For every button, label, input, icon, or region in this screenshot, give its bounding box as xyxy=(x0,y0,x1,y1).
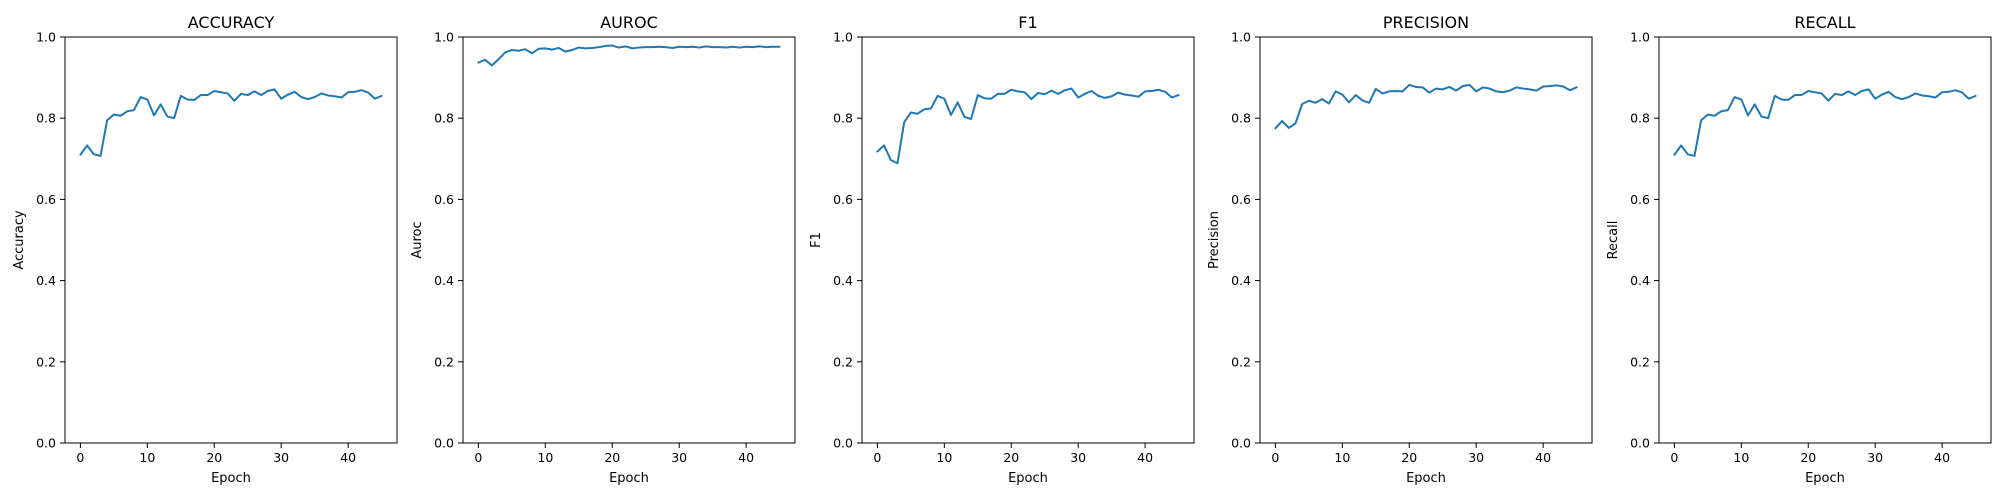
y-tick-label: 0.0 xyxy=(1630,436,1650,451)
x-tick-label: 30 xyxy=(273,450,289,465)
y-tick-label: 1.0 xyxy=(1630,30,1650,45)
chart-title-f1: F1 xyxy=(1018,13,1037,32)
x-tick-label: 10 xyxy=(1334,450,1350,465)
x-axis-label-recall: Epoch xyxy=(1805,471,1845,486)
series-line-precision xyxy=(1274,83,1578,130)
x-tick-label: 40 xyxy=(738,450,754,465)
y-tick-label: 1.0 xyxy=(434,30,454,45)
y-tick-label: 0.8 xyxy=(1231,111,1251,126)
y-axis-label-recall: Recall xyxy=(1606,221,1621,260)
x-tick-label: 30 xyxy=(1867,450,1883,465)
x-tick-label: 10 xyxy=(139,450,155,465)
x-tick-label: 20 xyxy=(1003,450,1019,465)
subplot-f1: 0 10 20 30 40 0.0 0.2 0.4 0.6 0.8 1.0 F1 Epoch F1 xyxy=(809,13,1195,486)
subplot-recall: 0 10 20 30 40 0.0 0.2 0.4 0.6 0.8 1.0 RECALL Epoch Re… xyxy=(1606,13,1992,486)
x-tick-label: 10 xyxy=(936,450,952,465)
y-tick-label: 0.6 xyxy=(1630,192,1650,207)
series-line-auroc xyxy=(477,44,781,67)
y-tick-label: 0.6 xyxy=(1231,192,1251,207)
y-tick-label: 0.4 xyxy=(833,273,853,288)
x-tick-label: 0 xyxy=(1670,450,1678,465)
y-tick-label: 0.8 xyxy=(833,111,853,126)
axes-frame-recall xyxy=(1658,36,1992,444)
y-tick-label: 0.8 xyxy=(36,111,56,126)
axes-frame-auroc xyxy=(462,36,796,444)
series-line-accuracy xyxy=(79,88,383,157)
y-tick-label: 0.6 xyxy=(833,192,853,207)
x-axis-label-accuracy: Epoch xyxy=(211,471,251,486)
x-tick-label: 20 xyxy=(206,450,222,465)
chart-title-recall: RECALL xyxy=(1794,13,1855,32)
y-axis-label-f1: F1 xyxy=(809,232,824,248)
x-tick-label: 30 xyxy=(671,450,687,465)
subplot-auroc: 0 10 20 30 40 0.0 0.2 0.4 0.6 0.8 1.0 AUROC Epoch Aur… xyxy=(410,13,796,486)
x-tick-label: 0 xyxy=(474,450,482,465)
chart-title-accuracy: ACCURACY xyxy=(188,13,275,32)
x-tick-label: 0 xyxy=(1271,450,1279,465)
subplot-accuracy: 0 10 20 30 40 0.0 0.2 0.4 0.6 0.8 1.0 ACCURACY Epoch… xyxy=(12,13,398,486)
y-axis-label-auroc: Auroc xyxy=(410,221,425,258)
x-axis-label-auroc: Epoch xyxy=(609,471,649,486)
subplot-precision: 0 10 20 30 40 0.0 0.2 0.4 0.6 0.8 1.0 PRECISION Epoc… xyxy=(1207,13,1593,486)
axes-frame-accuracy xyxy=(64,36,398,444)
y-tick-label: 0.4 xyxy=(36,273,56,288)
series-line-f1 xyxy=(876,87,1180,165)
axes-frame-precision xyxy=(1259,36,1593,444)
y-tick-label: 0.6 xyxy=(36,192,56,207)
axes-frame-f1 xyxy=(861,36,1195,444)
x-tick-label: 0 xyxy=(76,450,84,465)
y-tick-label: 0.4 xyxy=(1630,273,1650,288)
x-tick-label: 0 xyxy=(873,450,881,465)
series-line-recall xyxy=(1673,88,1977,157)
y-tick-label: 0.0 xyxy=(833,436,853,451)
y-tick-label: 0.4 xyxy=(434,273,454,288)
y-tick-label: 0.8 xyxy=(1630,111,1650,126)
y-tick-label: 1.0 xyxy=(36,30,56,45)
y-tick-label: 0.2 xyxy=(1231,354,1251,369)
y-tick-label: 0.2 xyxy=(833,354,853,369)
y-tick-label: 0.2 xyxy=(36,354,56,369)
x-tick-label: 10 xyxy=(1733,450,1749,465)
x-tick-label: 40 xyxy=(1934,450,1950,465)
y-axis-label-accuracy: Accuracy xyxy=(12,210,27,270)
y-tick-label: 0.0 xyxy=(1231,436,1251,451)
y-tick-label: 0.6 xyxy=(434,192,454,207)
x-tick-label: 20 xyxy=(604,450,620,465)
y-tick-label: 0.2 xyxy=(1630,354,1650,369)
y-tick-label: 1.0 xyxy=(833,30,853,45)
y-tick-label: 0.4 xyxy=(1231,273,1251,288)
y-axis-label-precision: Precision xyxy=(1207,211,1222,269)
x-tick-label: 10 xyxy=(537,450,553,465)
y-tick-label: 1.0 xyxy=(1231,30,1251,45)
y-tick-label: 0.2 xyxy=(434,354,454,369)
x-axis-label-f1: Epoch xyxy=(1008,471,1048,486)
y-tick-label: 0.8 xyxy=(434,111,454,126)
x-tick-label: 40 xyxy=(340,450,356,465)
x-axis-label-precision: Epoch xyxy=(1406,471,1446,486)
chart-title-precision: PRECISION xyxy=(1383,13,1469,32)
chart-title-auroc: AUROC xyxy=(600,13,658,32)
y-tick-label: 0.0 xyxy=(36,436,56,451)
x-tick-label: 30 xyxy=(1468,450,1484,465)
x-tick-label: 40 xyxy=(1535,450,1551,465)
x-tick-label: 20 xyxy=(1800,450,1816,465)
x-tick-label: 40 xyxy=(1137,450,1153,465)
x-tick-label: 30 xyxy=(1070,450,1086,465)
y-tick-label: 0.0 xyxy=(434,436,454,451)
x-tick-label: 20 xyxy=(1401,450,1417,465)
